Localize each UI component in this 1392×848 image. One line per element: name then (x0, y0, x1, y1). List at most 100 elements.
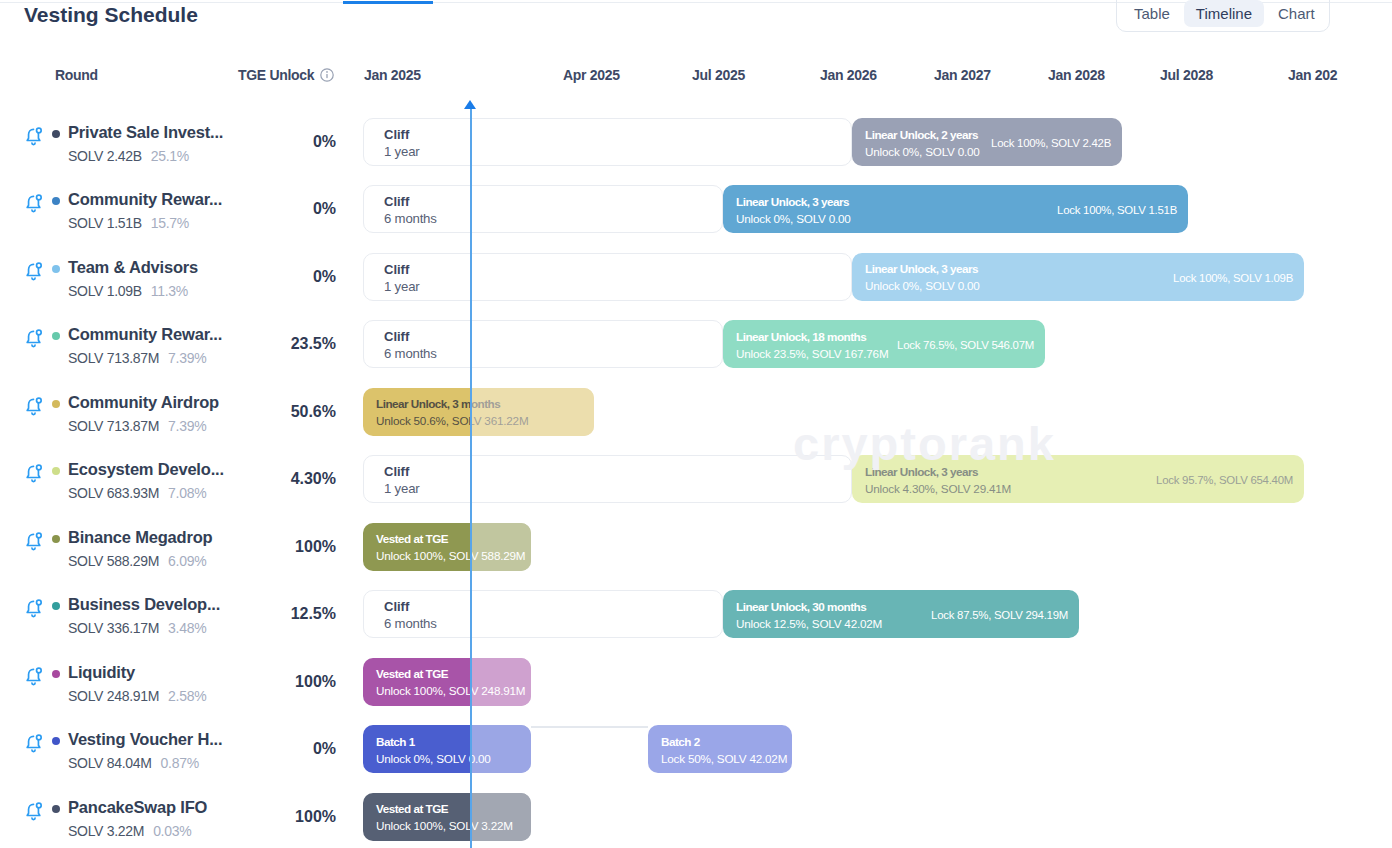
round-name: Binance Megadrop (68, 528, 212, 547)
round-name: Private Sale Invest... (68, 123, 223, 142)
vesting-bar[interactable]: Vested at TGEUnlock 100%, SOLV 248.91M (363, 658, 531, 706)
cliff-block[interactable]: Cliff6 months (363, 320, 723, 368)
round-share: 3.48% (168, 620, 206, 636)
cliff-block[interactable]: Cliff1 year (363, 253, 852, 301)
notification-bell-icon[interactable] (23, 328, 44, 349)
round-color-dot (52, 737, 60, 745)
bar-text: Linear Unlock, 3 yearsUnlock 0%, SOLV 0.… (736, 193, 851, 227)
notification-bell-icon[interactable] (23, 463, 44, 484)
tge-unlock-value: 100% (236, 808, 336, 826)
cliff-duration: 1 year (384, 480, 851, 497)
cliff-duration: 6 months (384, 345, 722, 362)
round-token-amount: SOLV 336.17M (68, 620, 159, 636)
cliff-duration: 1 year (384, 143, 851, 160)
tab-table[interactable]: Table (1122, 0, 1182, 27)
round-name: Community Airdrop (68, 393, 219, 412)
round-color-dot (52, 602, 60, 610)
vesting-bar[interactable]: Vested at TGEUnlock 100%, SOLV 588.29M (363, 523, 531, 571)
round-name: Ecosystem Develo... (68, 460, 224, 479)
bar-lock-text: Lock 100%, SOLV 1.09B (1173, 272, 1293, 284)
tab-chart[interactable]: Chart (1266, 0, 1327, 27)
axis-label: Jul 2025 (692, 67, 745, 83)
vesting-bar[interactable]: Batch 2Lock 50%, SOLV 42.02M (648, 725, 792, 773)
round-amount: SOLV 3.22M0.03% (68, 823, 191, 839)
cliff-block[interactable]: Cliff1 year (363, 118, 852, 166)
vesting-bar[interactable]: Linear Unlock, 18 monthsUnlock 23.5%, SO… (723, 320, 1045, 368)
notification-bell-icon[interactable] (23, 733, 44, 754)
today-line (470, 108, 472, 848)
round-color-dot (52, 197, 60, 205)
bar-text: Linear Unlock, 18 monthsUnlock 23.5%, SO… (736, 328, 888, 362)
bar-future-overlay (471, 725, 531, 773)
axis-label: Jan 2026 (820, 67, 877, 83)
vesting-bar[interactable]: Linear Unlock, 2 yearsUnlock 0%, SOLV 0.… (852, 118, 1122, 166)
bar-future-overlay (471, 523, 531, 571)
watermark: cryptorank (793, 416, 1056, 471)
bar-future-overlay (471, 658, 531, 706)
round-name: PancakeSwap IFO (68, 798, 207, 817)
notification-bell-icon[interactable] (23, 531, 44, 552)
round-share: 7.08% (168, 485, 206, 501)
vesting-bar[interactable]: Linear Unlock, 3 yearsUnlock 0%, SOLV 0.… (852, 253, 1304, 301)
axis-label: Jul 2028 (1160, 67, 1213, 83)
cliff-duration: 6 months (384, 210, 722, 227)
round-share: 11.3% (151, 283, 188, 299)
column-header-round: Round (55, 67, 98, 83)
round-amount: SOLV 713.87M7.39% (68, 350, 206, 366)
axis-label: Jan 2025 (364, 67, 421, 83)
round-token-amount: SOLV 713.87M (68, 350, 159, 366)
notification-bell-icon[interactable] (23, 801, 44, 822)
tge-unlock-value: 100% (236, 538, 336, 556)
bar-text: Linear Unlock, 3 yearsUnlock 0%, SOLV 0.… (865, 260, 980, 294)
round-color-dot (52, 467, 60, 475)
round-token-amount: SOLV 84.04M (68, 755, 152, 771)
cliff-block[interactable]: Cliff6 months (363, 185, 723, 233)
info-icon[interactable] (320, 68, 334, 82)
round-token-amount: SOLV 588.29M (68, 553, 159, 569)
bar-future-overlay (471, 388, 594, 436)
round-name: Business Develop... (68, 595, 220, 614)
cliff-block[interactable]: Cliff6 months (363, 590, 723, 638)
vesting-bar[interactable]: Vested at TGEUnlock 100%, SOLV 3.22M (363, 793, 531, 841)
column-header-tge-unlock: TGE Unlock (238, 67, 334, 83)
round-color-dot (52, 265, 60, 273)
cliff-block[interactable]: Cliff1 year (363, 455, 852, 503)
round-color-dot (52, 670, 60, 678)
round-amount: SOLV 588.29M 6.09% (68, 553, 206, 569)
round-share: 15.7% (151, 215, 189, 231)
cliff-label: Cliff (384, 193, 722, 210)
tge-unlock-value: 0% (236, 133, 336, 151)
round-token-amount: SOLV 713.87M (68, 418, 159, 434)
vesting-bar[interactable]: Linear Unlock, 3 monthsUnlock 50.6%, SOL… (363, 388, 594, 436)
tab-timeline[interactable]: Timeline (1184, 0, 1264, 27)
notification-bell-icon[interactable] (23, 193, 44, 214)
notification-bell-icon[interactable] (23, 396, 44, 417)
round-color-dot (52, 805, 60, 813)
bar-text: Linear Unlock, 30 monthsUnlock 12.5%, SO… (736, 598, 882, 632)
notification-bell-icon[interactable] (23, 598, 44, 619)
vesting-bar[interactable]: Batch 1Unlock 0%, SOLV 0.00 (363, 725, 531, 773)
axis-label: Apr 2025 (563, 67, 620, 83)
tge-unlock-value: 23.5% (236, 335, 336, 353)
round-share: 6.09% (168, 553, 206, 569)
vesting-bar[interactable]: Linear Unlock, 30 monthsUnlock 12.5%, SO… (723, 590, 1079, 638)
round-color-dot (52, 535, 60, 543)
round-color-dot (52, 400, 60, 408)
active-tab-underline (343, 1, 433, 4)
bar-lock-text: Lock 95.7%, SOLV 654.40M (1156, 474, 1293, 486)
notification-bell-icon[interactable] (23, 126, 44, 147)
axis-label: Jan 202 (1288, 67, 1337, 83)
bar-lock-text: Lock 100%, SOLV 1.51B (1057, 204, 1177, 216)
round-amount: SOLV 1.09B 11.3% (68, 283, 188, 299)
notification-bell-icon[interactable] (23, 666, 44, 687)
axis-label: Jan 2028 (1048, 67, 1105, 83)
round-color-dot (52, 332, 60, 340)
vesting-bar[interactable]: Linear Unlock, 3 yearsUnlock 0%, SOLV 0.… (723, 185, 1188, 233)
bar-lock-text: Lock 87.5%, SOLV 294.19M (931, 609, 1068, 621)
tge-unlock-value: 50.6% (236, 403, 336, 421)
round-token-amount: SOLV 1.09B (68, 283, 142, 299)
round-name: Team & Advisors (68, 258, 198, 277)
tge-unlock-value: 0% (236, 200, 336, 218)
notification-bell-icon[interactable] (23, 261, 44, 282)
round-name: Community Rewar... (68, 190, 222, 209)
